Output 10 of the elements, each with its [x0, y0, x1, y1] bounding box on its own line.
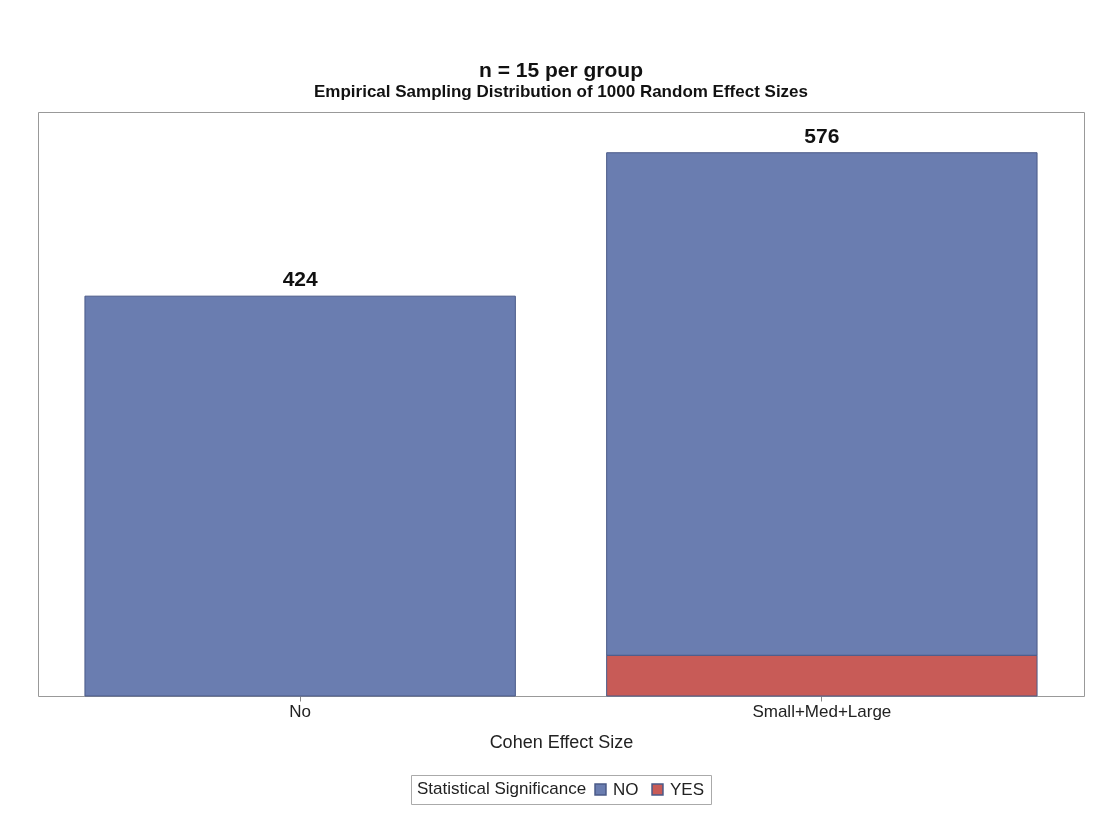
legend-title: Statistical Significance [417, 779, 587, 798]
x-axis-title: Cohen Effect Size [489, 731, 634, 752]
chart-subtitle: Empirical Sampling Distribution of 1000 Random Effect Sizes [313, 82, 809, 101]
annotation: 424 [282, 267, 318, 291]
legend-label: NO [613, 779, 639, 799]
chart-title: n = 15 per group [479, 58, 643, 81]
legend-label: YES [670, 779, 705, 799]
x-tick-label: No [289, 701, 312, 721]
text: 576 [804, 123, 840, 147]
x-tick-label: Small+Med+Large [752, 701, 892, 721]
